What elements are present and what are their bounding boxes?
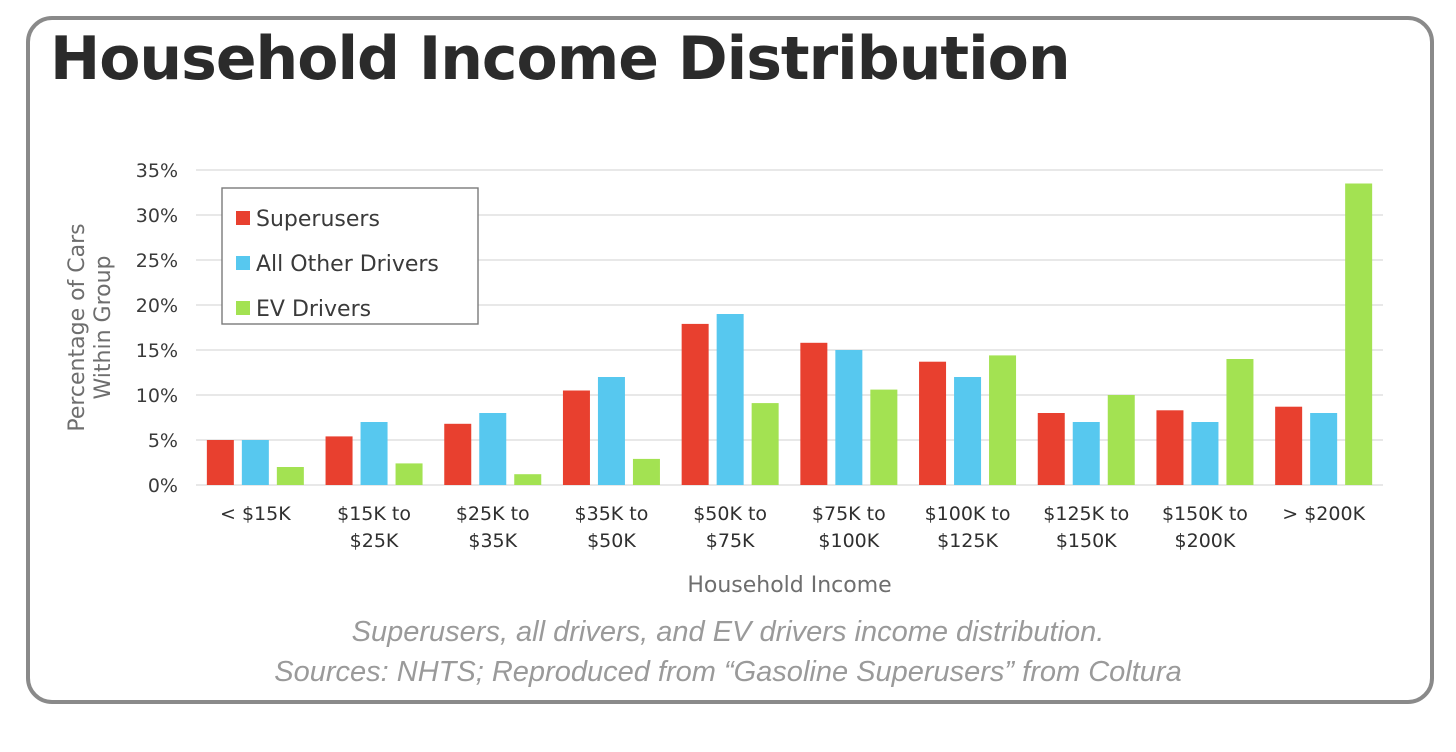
x-tick-label: $125K to xyxy=(1043,503,1129,525)
x-tick-label: $150K to xyxy=(1162,503,1248,525)
bar-all-other-drivers xyxy=(597,377,625,485)
bar-superusers xyxy=(681,323,709,485)
legend-box xyxy=(221,187,479,325)
bar-all-other-drivers xyxy=(360,422,388,485)
y-axis-title: Percentage of Cars xyxy=(65,223,90,431)
bar-ev-drivers xyxy=(514,474,542,485)
bar-all-other-drivers xyxy=(1191,422,1219,485)
bar-ev-drivers xyxy=(870,389,898,485)
legend-swatch xyxy=(236,301,250,315)
legend-swatch xyxy=(236,256,250,270)
bar-superusers xyxy=(1275,406,1303,485)
caption-line-1: Superusers, all drivers, and EV drivers … xyxy=(351,616,1105,648)
bar-ev-drivers xyxy=(395,463,423,485)
bar-all-other-drivers xyxy=(241,440,269,485)
x-tick-label: > $200K xyxy=(1282,503,1365,525)
bar-superusers xyxy=(325,436,353,485)
bar-ev-drivers xyxy=(632,458,660,485)
bar-all-other-drivers xyxy=(716,314,744,485)
x-tick-label: $35K xyxy=(468,530,517,552)
x-tick-label: $35K to xyxy=(575,503,649,525)
bar-ev-drivers xyxy=(751,403,779,485)
bar-superusers xyxy=(919,361,947,485)
bar-ev-drivers xyxy=(1226,359,1254,485)
y-tick-label: 0% xyxy=(148,475,178,497)
bar-superusers xyxy=(1037,413,1065,485)
caption-line-2: Sources: NHTS; Reproduced from “Gasoline… xyxy=(274,656,1182,688)
y-tick-label: 35% xyxy=(136,160,178,182)
x-tick-label: $15K to xyxy=(337,503,411,525)
bar-ev-drivers xyxy=(276,467,304,485)
x-tick-label: $125K xyxy=(937,530,998,552)
bar-ev-drivers xyxy=(989,355,1017,485)
y-tick-label: 25% xyxy=(136,250,178,272)
page-title: Household Income Distribution xyxy=(50,24,1071,94)
x-tick-label: $150K xyxy=(1056,530,1117,552)
legend-swatch xyxy=(236,211,250,225)
x-tick-label: $50K xyxy=(587,530,636,552)
y-tick-label: 15% xyxy=(136,340,178,362)
legend-label: All Other Drivers xyxy=(256,252,439,277)
legend-label: EV Drivers xyxy=(256,297,371,322)
bar-ev-drivers xyxy=(1345,183,1373,485)
bar-all-other-drivers xyxy=(954,377,982,485)
x-axis-title: Household Income xyxy=(687,573,891,598)
x-tick-label: $100K xyxy=(818,530,879,552)
chart-area: 0% 5% 10% 15% 20% 25% 30% 35% < $15K $15K to $25K $… xyxy=(54,150,1414,610)
x-tick-label: $100K to xyxy=(925,503,1011,525)
bar-superusers xyxy=(800,342,828,485)
bar-all-other-drivers xyxy=(479,413,507,485)
bar-all-other-drivers xyxy=(1310,413,1338,485)
y-axis-title: Within Group xyxy=(91,256,116,400)
x-tick-label: < $15K xyxy=(220,503,291,525)
x-tick-label: $50K to xyxy=(693,503,767,525)
legend-label: Superusers xyxy=(256,207,380,232)
x-tick-label: $25K xyxy=(350,530,399,552)
bar-superusers xyxy=(1156,410,1184,485)
bar-superusers xyxy=(206,440,234,485)
bar-superusers xyxy=(444,423,472,485)
y-tick-label: 20% xyxy=(136,295,178,317)
y-tick-label: 30% xyxy=(136,205,178,227)
x-tick-label: $200K xyxy=(1175,530,1236,552)
bar-superusers xyxy=(562,390,590,485)
x-tick-label: $25K to xyxy=(456,503,530,525)
bar-chart: 0% 5% 10% 15% 20% 25% 30% 35% < $15K $15K to $25K $… xyxy=(65,160,1383,598)
y-tick-label: 5% xyxy=(148,430,178,452)
bar-all-other-drivers xyxy=(1072,422,1100,485)
bar-ev-drivers xyxy=(1107,395,1135,485)
x-tick-label: $75K xyxy=(706,530,755,552)
y-tick-label: 10% xyxy=(136,385,178,407)
x-tick-label: $75K to xyxy=(812,503,886,525)
bar-all-other-drivers xyxy=(835,350,863,485)
